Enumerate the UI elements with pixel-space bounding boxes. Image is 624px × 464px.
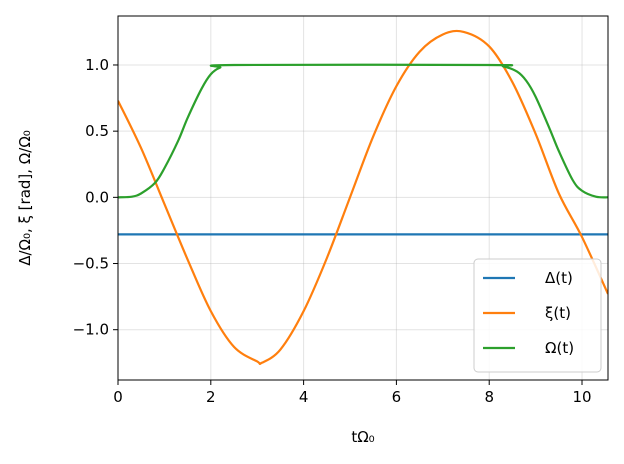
x-tick-label: 2 [206, 388, 216, 406]
y-axis-label: Δ/Ω₀, ξ [rad], Ω/Ω₀ [16, 130, 34, 266]
legend-box [473, 258, 602, 373]
plot-frame [117, 15, 609, 381]
y-tick-label: 1.0 [85, 56, 109, 74]
x-tick-label: 6 [392, 388, 402, 406]
x-tick-label: 10 [572, 388, 591, 406]
series-line-1 [118, 29, 608, 366]
legend: Δ(t) ξ(t) Ω(t) [473, 258, 602, 373]
series-line-2 [118, 63, 608, 199]
x-tick-label: 0 [113, 388, 123, 406]
y-tick-label: −0.5 [73, 255, 109, 273]
y-tick-label: 0.5 [85, 122, 109, 140]
legend-label: Ω(t) [545, 339, 574, 357]
x-tick-label: 8 [484, 388, 494, 406]
y-tick-label: −1.0 [73, 321, 109, 339]
legend-label: ξ(t) [545, 304, 571, 322]
x-tick-label: 4 [299, 388, 309, 406]
series-layer [118, 29, 608, 366]
legend-label: Δ(t) [545, 269, 573, 287]
y-tick-label: 0.0 [85, 188, 109, 206]
x-axis-label: tΩ₀ [351, 428, 374, 446]
y-axis-ticks: −1.0 −0.5 0.0 0.5 1.0 [73, 56, 118, 339]
x-axis-ticks: 0 2 4 6 8 10 [113, 380, 592, 406]
